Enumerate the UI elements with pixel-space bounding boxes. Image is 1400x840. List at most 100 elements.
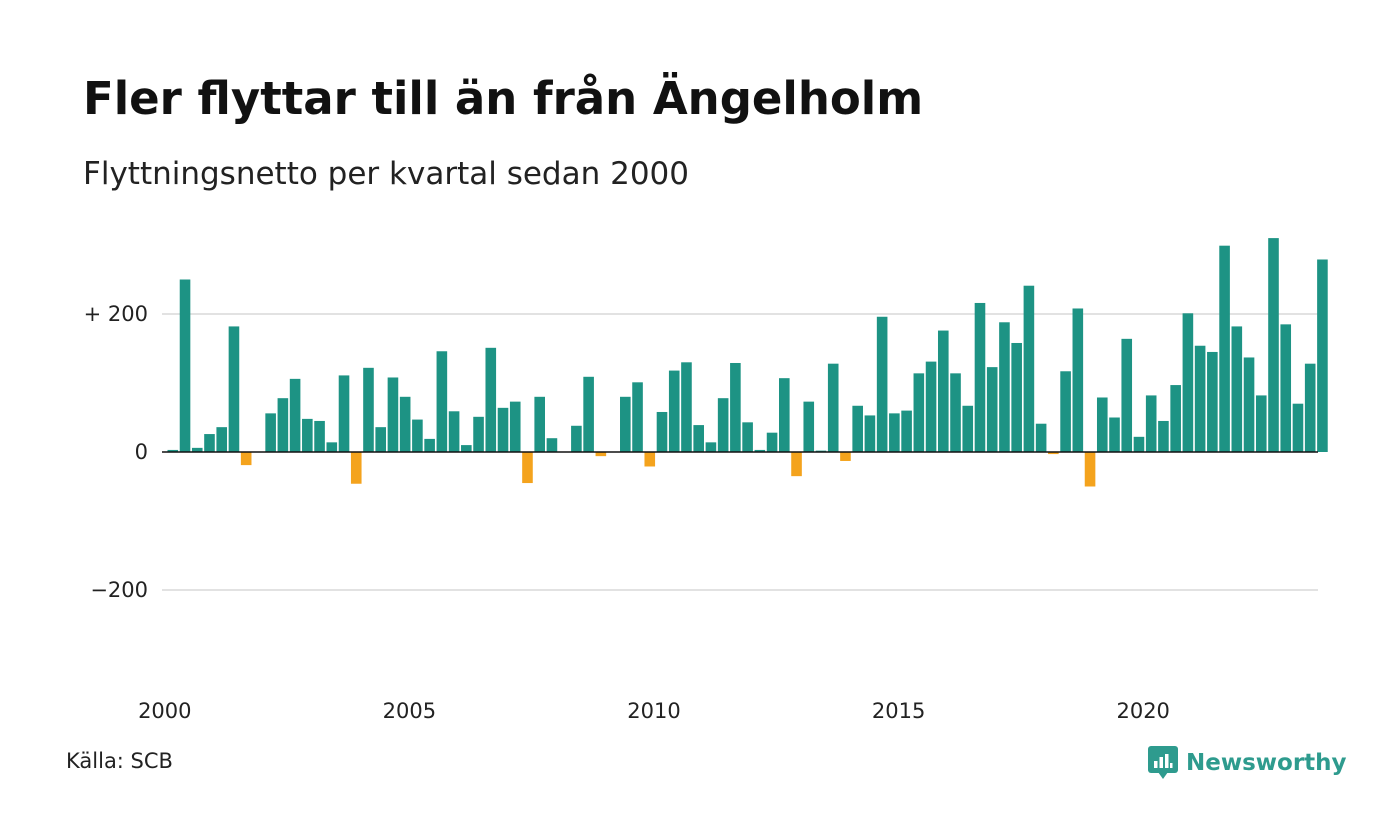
bar bbox=[522, 452, 533, 484]
y-tick-label: −200 bbox=[90, 578, 148, 602]
bar bbox=[925, 361, 937, 452]
grid-lines bbox=[162, 313, 1318, 591]
bar bbox=[1158, 420, 1169, 452]
source-note: Källa: SCB bbox=[66, 749, 173, 773]
bar bbox=[1048, 452, 1059, 455]
bar bbox=[167, 449, 179, 452]
bar bbox=[937, 330, 949, 452]
y-tick-label: 0 bbox=[135, 440, 148, 464]
chart-subtitle: Flyttningsnetto per kvartal sedan 2000 bbox=[83, 156, 689, 192]
bar bbox=[1109, 417, 1120, 452]
bar bbox=[1133, 436, 1145, 452]
bar bbox=[1060, 371, 1071, 452]
bar bbox=[595, 452, 607, 457]
bar bbox=[999, 322, 1010, 452]
x-tick-label: 2015 bbox=[872, 699, 925, 723]
bar bbox=[289, 378, 301, 452]
bar bbox=[436, 351, 448, 452]
bar bbox=[204, 434, 215, 452]
bar bbox=[1304, 363, 1316, 452]
x-tick-label: 2020 bbox=[1116, 699, 1169, 723]
brand-logo[interactable]: Newsworthy bbox=[1148, 744, 1347, 782]
bar bbox=[509, 401, 521, 452]
bar bbox=[1243, 357, 1255, 452]
x-tick-label: 2010 bbox=[627, 699, 680, 723]
bar bbox=[1219, 245, 1230, 452]
bar bbox=[840, 452, 851, 461]
bar bbox=[314, 420, 325, 452]
bar bbox=[1182, 313, 1194, 452]
bar bbox=[277, 398, 289, 452]
bar bbox=[1255, 395, 1267, 452]
bar bbox=[240, 452, 252, 466]
bar bbox=[1194, 345, 1206, 452]
bar bbox=[1292, 403, 1304, 452]
x-tick-label: 2000 bbox=[138, 699, 191, 723]
bar bbox=[644, 452, 656, 467]
bar bbox=[583, 376, 594, 452]
bar bbox=[412, 419, 423, 452]
bar bbox=[962, 405, 974, 452]
bar bbox=[1280, 324, 1292, 452]
bar bbox=[461, 445, 472, 452]
bar bbox=[668, 370, 680, 452]
y-tick-label: + 200 bbox=[84, 302, 148, 326]
axes: + 200 0 −200 2000 2005 2010 2015 2020 bbox=[84, 302, 1318, 723]
bar bbox=[681, 362, 692, 452]
bar bbox=[338, 375, 350, 452]
bar bbox=[852, 405, 863, 452]
bar bbox=[534, 396, 545, 452]
bar bbox=[656, 411, 668, 452]
bar bbox=[754, 449, 766, 452]
bar bbox=[191, 447, 203, 452]
bar bbox=[497, 407, 509, 452]
bar bbox=[779, 378, 790, 452]
bar bbox=[1084, 452, 1096, 487]
bar bbox=[986, 367, 998, 452]
bars bbox=[167, 238, 1328, 487]
bar bbox=[889, 413, 900, 452]
bar bbox=[424, 438, 435, 452]
bar bbox=[1170, 385, 1181, 452]
bar bbox=[1023, 285, 1035, 452]
bar bbox=[1096, 397, 1108, 452]
bar bbox=[974, 302, 986, 452]
bar bbox=[571, 425, 582, 452]
bar bbox=[742, 422, 753, 452]
bar bbox=[485, 347, 497, 452]
bar bbox=[632, 382, 643, 452]
bar bbox=[766, 432, 778, 452]
bar bbox=[350, 452, 362, 484]
bar bbox=[387, 377, 399, 452]
bar bbox=[399, 396, 411, 452]
bar bbox=[1035, 423, 1047, 452]
chart-title: Fler flyttar till än från Ängelholm bbox=[83, 72, 924, 125]
newsworthy-logo-icon bbox=[1148, 746, 1178, 779]
bar bbox=[705, 442, 717, 452]
bar bbox=[717, 398, 729, 452]
bar bbox=[1268, 238, 1279, 452]
bar bbox=[864, 415, 876, 452]
bar bbox=[473, 416, 484, 452]
bar bbox=[265, 413, 276, 452]
bar bbox=[1207, 351, 1218, 452]
bar bbox=[950, 373, 961, 452]
bar bbox=[901, 410, 912, 452]
bar bbox=[228, 326, 240, 452]
bar bbox=[546, 438, 558, 452]
x-tick-label: 2005 bbox=[383, 699, 436, 723]
bar bbox=[913, 373, 925, 452]
bar bbox=[827, 363, 839, 452]
bar bbox=[803, 401, 815, 452]
bar bbox=[876, 316, 888, 452]
bar bbox=[179, 279, 191, 452]
bar bbox=[302, 418, 313, 452]
bar bbox=[730, 362, 741, 452]
bar bbox=[326, 442, 338, 452]
bar bbox=[791, 452, 802, 477]
bar bbox=[448, 411, 460, 452]
bar bbox=[1072, 308, 1084, 452]
bar bbox=[375, 427, 387, 452]
brand-name: Newsworthy bbox=[1186, 750, 1347, 776]
